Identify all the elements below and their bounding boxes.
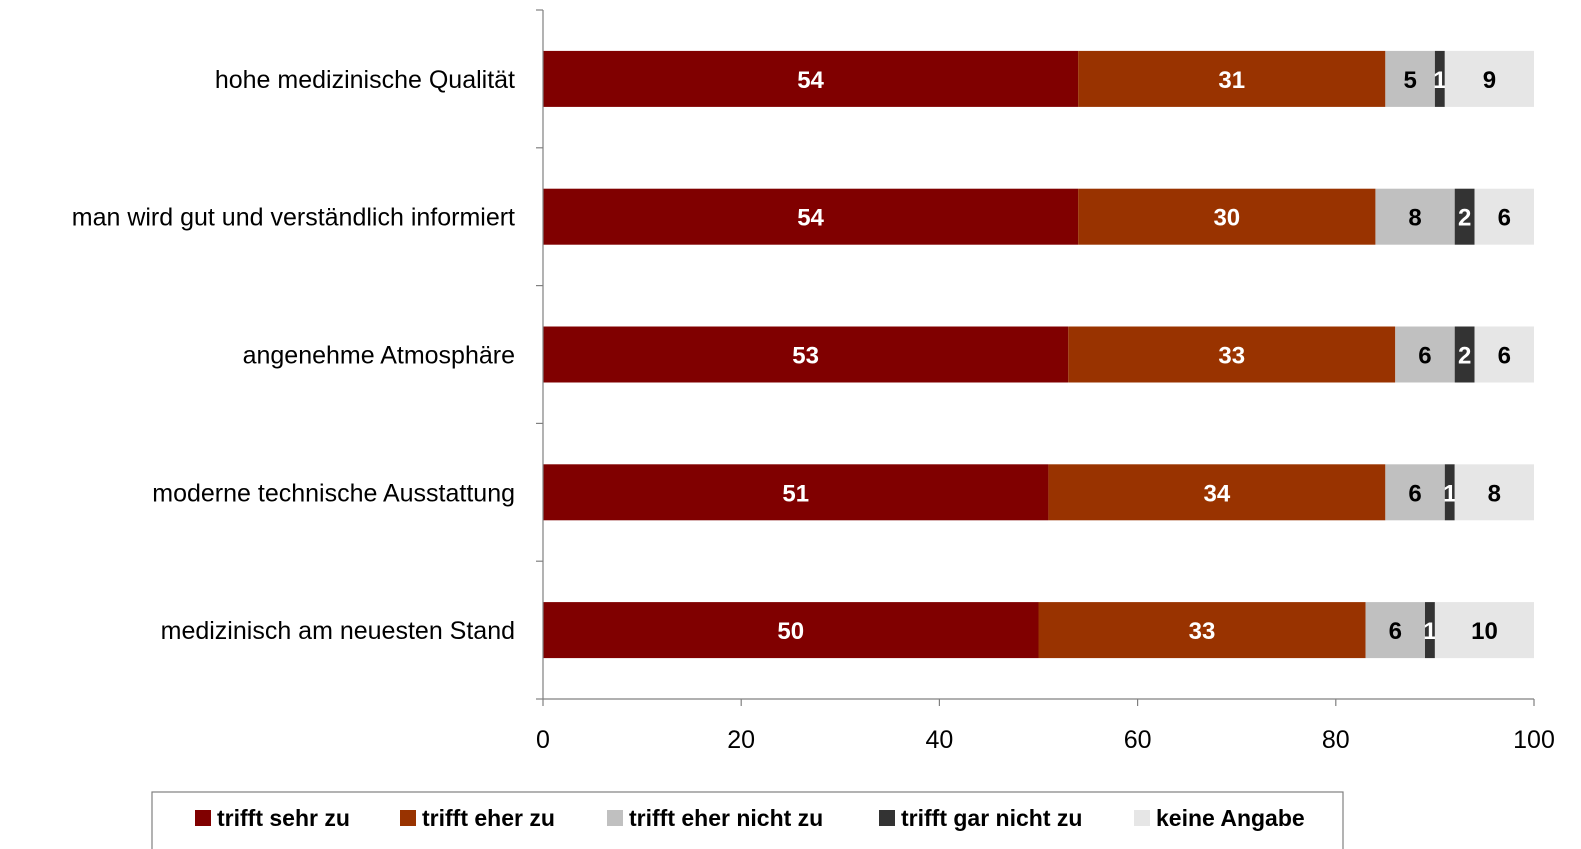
value-label-medizinisch-am-neuesten-stand-trifft-gar-nicht-zu: 1 <box>1423 618 1436 645</box>
value-label-medizinisch-am-neuesten-stand-trifft-eher-nicht-zu: 6 <box>1389 618 1402 645</box>
bar-medizinisch-am-neuesten-stand-trifft-eher-zu <box>1038 602 1366 659</box>
value-label-moderne-technische-ausstattung-trifft-eher-nicht-zu: 6 <box>1408 480 1421 507</box>
axes-layer: 0 20 40 60 80 100 <box>536 9 1555 754</box>
legend-swatch-trifft-gar-nicht-zu <box>879 810 895 826</box>
category-label-hohe-medizinische-qualitaet: hohe medizinische Qualität <box>215 66 515 94</box>
legend-label-trifft-sehr-zu: trifft sehr zu <box>217 805 350 831</box>
value-label-moderne-technische-ausstattung-trifft-eher-zu: 34 <box>1204 480 1231 507</box>
category-label-man-wird-gut-und-verstaendlich-informiert: man wird gut und verständlich informiert <box>72 204 515 232</box>
category-labels: hohe medizinische Qualität man wird gut u… <box>72 66 515 645</box>
bar-man-wird-gut-und-verstaendlich-informiert-trifft-sehr-zu <box>543 188 1079 245</box>
value-label-medizinisch-am-neuesten-stand-trifft-eher-zu: 33 <box>1189 618 1216 645</box>
value-label-man-wird-gut-und-verstaendlich-informiert-trifft-sehr-zu: 54 <box>797 205 824 232</box>
x-tick-label-100: 100 <box>1513 726 1555 754</box>
value-label-angenehme-atmosphaere-keine-angabe: 6 <box>1498 343 1511 370</box>
bars-layer: 54 31 5 1 954 30 8 2 653 33 6 2 651 34 6 1 850 33 6 1 10 <box>543 50 1534 659</box>
value-label-hohe-medizinische-qualitaet-trifft-eher-zu: 31 <box>1218 67 1245 94</box>
bar-medizinisch-am-neuesten-stand-trifft-gar-nicht-zu <box>1424 602 1435 659</box>
x-tick-label-40: 40 <box>925 726 953 754</box>
legend-label-trifft-gar-nicht-zu: trifft gar nicht zu <box>901 805 1082 831</box>
bar-moderne-technische-ausstattung-trifft-gar-nicht-zu <box>1444 464 1455 521</box>
legend-swatch-keine-angabe <box>1134 810 1150 826</box>
value-label-man-wird-gut-und-verstaendlich-informiert-trifft-eher-nicht-zu: 8 <box>1408 205 1421 232</box>
bar-hohe-medizinische-qualitaet-keine-angabe <box>1444 50 1534 107</box>
value-label-man-wird-gut-und-verstaendlich-informiert-trifft-gar-nicht-zu: 2 <box>1458 205 1471 232</box>
value-label-hohe-medizinische-qualitaet-trifft-sehr-zu: 54 <box>797 67 824 94</box>
category-label-moderne-technische-ausstattung: moderne technische Ausstattung <box>152 479 515 507</box>
value-label-hohe-medizinische-qualitaet-keine-angabe: 9 <box>1483 67 1496 94</box>
bar-angenehme-atmosphaere-trifft-eher-zu <box>1068 326 1396 383</box>
legend-label-trifft-eher-nicht-zu: trifft eher nicht zu <box>629 805 823 831</box>
bar-moderne-technische-ausstattung-trifft-sehr-zu <box>543 464 1049 521</box>
value-label-moderne-technische-ausstattung-trifft-gar-nicht-zu: 1 <box>1443 480 1456 507</box>
x-tick-label-0: 0 <box>536 726 550 754</box>
bar-angenehme-atmosphaere-trifft-gar-nicht-zu <box>1454 326 1475 383</box>
value-label-moderne-technische-ausstattung-trifft-sehr-zu: 51 <box>782 480 809 507</box>
bar-medizinisch-am-neuesten-stand-keine-angabe <box>1434 602 1534 659</box>
value-label-man-wird-gut-und-verstaendlich-informiert-keine-angabe: 6 <box>1498 205 1511 232</box>
legend-label-trifft-eher-zu: trifft eher zu <box>422 805 555 831</box>
bar-moderne-technische-ausstattung-trifft-eher-zu <box>1048 464 1386 521</box>
value-label-moderne-technische-ausstattung-keine-angabe: 8 <box>1488 480 1501 507</box>
bar-man-wird-gut-und-verstaendlich-informiert-keine-angabe <box>1474 188 1534 245</box>
legend-swatch-trifft-eher-zu <box>400 810 416 826</box>
legend-label-keine-angabe: keine Angabe <box>1156 805 1305 831</box>
value-label-medizinisch-am-neuesten-stand-trifft-sehr-zu: 50 <box>777 618 804 645</box>
bar-medizinisch-am-neuesten-stand-trifft-sehr-zu <box>543 602 1039 659</box>
value-label-angenehme-atmosphaere-trifft-gar-nicht-zu: 2 <box>1458 343 1471 370</box>
bar-hohe-medizinische-qualitaet-trifft-gar-nicht-zu <box>1434 50 1445 107</box>
bar-angenehme-atmosphaere-trifft-sehr-zu <box>543 326 1069 383</box>
value-label-medizinisch-am-neuesten-stand-keine-angabe: 10 <box>1471 618 1498 645</box>
value-label-angenehme-atmosphaere-trifft-eher-nicht-zu: 6 <box>1418 343 1431 370</box>
x-tick-label-60: 60 <box>1124 726 1152 754</box>
bar-hohe-medizinische-qualitaet-trifft-eher-zu <box>1078 50 1386 107</box>
value-label-hohe-medizinische-qualitaet-trifft-gar-nicht-zu: 1 <box>1433 67 1446 94</box>
category-label-angenehme-atmosphaere: angenehme Atmosphäre <box>243 342 515 370</box>
legend-swatch-trifft-eher-nicht-zu <box>607 810 623 826</box>
legend: trifft sehr zu trifft eher zu trifft eher … <box>151 791 1344 849</box>
bar-man-wird-gut-und-verstaendlich-informiert-trifft-gar-nicht-zu <box>1454 188 1475 245</box>
value-label-man-wird-gut-und-verstaendlich-informiert-trifft-eher-zu: 30 <box>1213 205 1240 232</box>
bar-man-wird-gut-und-verstaendlich-informiert-trifft-eher-zu <box>1078 188 1376 245</box>
bar-angenehme-atmosphaere-keine-angabe <box>1474 326 1534 383</box>
bar-medizinisch-am-neuesten-stand-trifft-eher-nicht-zu <box>1365 602 1425 659</box>
legend-swatch-trifft-sehr-zu <box>195 810 211 826</box>
bar-angenehme-atmosphaere-trifft-eher-nicht-zu <box>1395 326 1455 383</box>
value-label-hohe-medizinische-qualitaet-trifft-eher-nicht-zu: 5 <box>1403 67 1416 94</box>
category-label-medizinisch-am-neuesten-stand: medizinisch am neuesten Stand <box>161 617 515 645</box>
bar-hohe-medizinische-qualitaet-trifft-eher-nicht-zu <box>1385 50 1435 107</box>
bar-moderne-technische-ausstattung-trifft-eher-nicht-zu <box>1385 464 1445 521</box>
bar-hohe-medizinische-qualitaet-trifft-sehr-zu <box>543 50 1079 107</box>
bar-moderne-technische-ausstattung-keine-angabe <box>1454 464 1534 521</box>
bar-man-wird-gut-und-verstaendlich-informiert-trifft-eher-nicht-zu <box>1375 188 1455 245</box>
value-label-angenehme-atmosphaere-trifft-sehr-zu: 53 <box>792 343 819 370</box>
value-label-angenehme-atmosphaere-trifft-eher-zu: 33 <box>1218 343 1245 370</box>
x-tick-label-80: 80 <box>1322 726 1350 754</box>
x-tick-label-20: 20 <box>727 726 755 754</box>
